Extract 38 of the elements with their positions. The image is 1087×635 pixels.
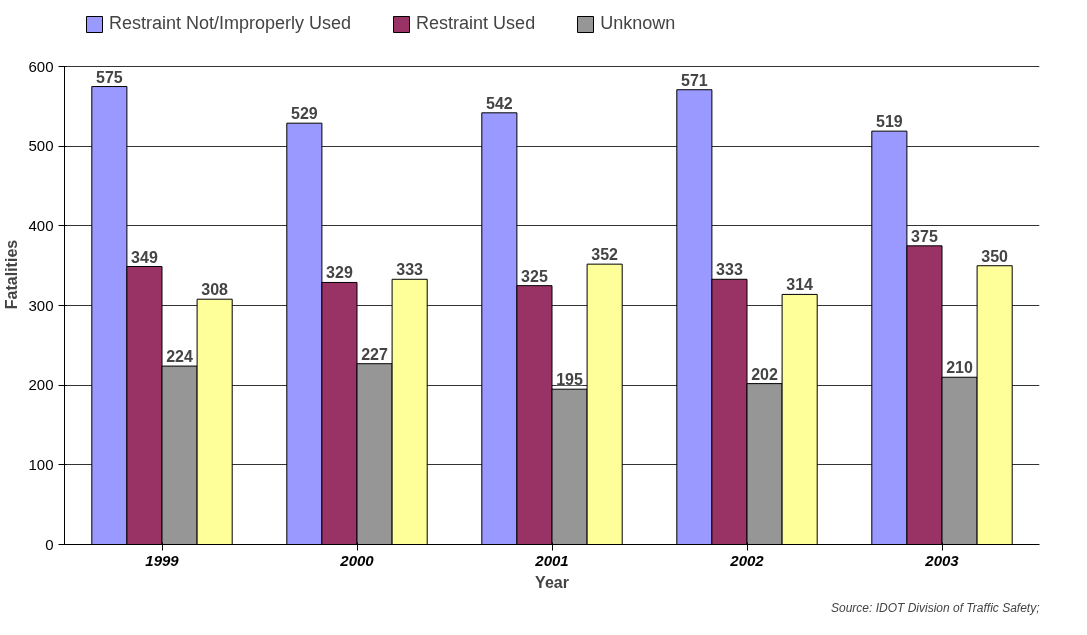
x-tick-label: 2003 [924, 551, 960, 569]
y-tick-label: 500 [28, 137, 54, 155]
source-note: Source: IDOT Division of Traffic Safety; [830, 600, 1040, 615]
data-label: 529 [291, 105, 318, 123]
y-axis-title: Fatalities [3, 239, 21, 310]
y-tick-label: 0 [45, 535, 54, 553]
x-tick-label: 1999 [145, 551, 180, 569]
data-label: 314 [786, 276, 814, 294]
data-label: 224 [166, 348, 193, 366]
data-label: 352 [591, 246, 619, 264]
data-label: 350 [981, 247, 1009, 265]
data-label: 325 [521, 267, 548, 285]
data-label: 329 [326, 264, 353, 282]
data-label: 202 [751, 365, 778, 383]
y-tick-label: 100 [28, 455, 54, 473]
data-label: 571 [681, 71, 708, 89]
x-tick-label: 2002 [729, 551, 765, 569]
x-axis-title: Year [535, 573, 569, 591]
data-label: 349 [131, 248, 158, 266]
data-label: 519 [876, 113, 903, 131]
y-tick-label: 200 [28, 376, 54, 394]
data-label: 575 [96, 68, 123, 86]
data-label: 308 [201, 281, 229, 299]
data-label: 333 [396, 261, 424, 279]
y-tick-label: 300 [28, 296, 54, 314]
y-tick-label: 600 [28, 57, 54, 75]
data-label: 227 [361, 345, 388, 363]
legend-label: Restraint Not/Improperly Used [109, 13, 352, 34]
legend-label: Unknown [600, 13, 676, 34]
data-label: 195 [556, 371, 583, 389]
data-label: 210 [946, 359, 973, 377]
legend-label: Restraint Used [416, 13, 536, 34]
data-label: 542 [486, 94, 513, 112]
y-tick-label: 400 [28, 216, 54, 234]
x-tick-label: 2000 [339, 551, 375, 569]
x-tick-label: 2001 [534, 551, 569, 569]
data-label: 375 [911, 227, 938, 245]
data-label: 333 [716, 261, 743, 279]
